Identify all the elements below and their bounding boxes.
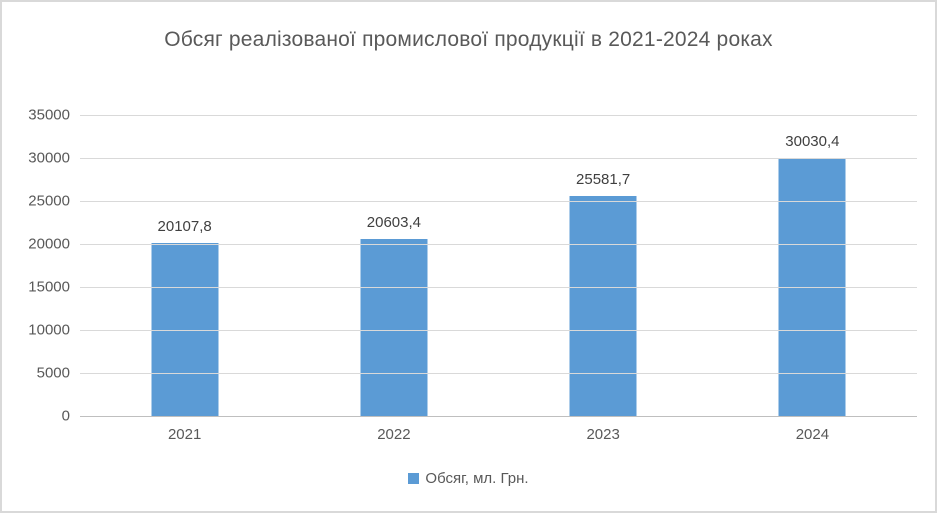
bar-value-label: 30030,4 [785, 132, 840, 150]
x-tick-label-2021: 2021 [167, 426, 202, 443]
gridline [80, 373, 917, 374]
bar-value-label: 20107,8 [157, 218, 212, 236]
y-tick-label: 30000 [28, 149, 70, 167]
gridline [80, 200, 917, 202]
bar-slot-2021: 20107,8 [80, 115, 289, 416]
y-tick-label: 15000 [28, 278, 70, 296]
legend-series-marker-icon [408, 473, 420, 484]
y-axis: 35000 30000 25000 20000 15000 10000 5000 0 [2, 107, 70, 425]
bar-slot-2024: 30030,4 [708, 115, 917, 416]
gridline [80, 286, 917, 288]
y-tick-label: 25000 [28, 192, 70, 210]
gridline [80, 115, 917, 116]
gridline [80, 330, 917, 331]
y-tick-label: 10000 [28, 321, 70, 339]
bar-value-label: 25581,7 [576, 171, 631, 188]
y-tick-label: 35000 [28, 106, 70, 124]
bars-layer: 20107,8 20603,4 25581,7 30030,4 [80, 115, 917, 416]
gridline [80, 157, 917, 159]
bar-slot-2022: 20603,4 [289, 115, 498, 416]
bar-2021 [151, 243, 219, 416]
legend: Обсяг, мл. Грн. [2, 470, 935, 487]
y-tick-label: 5000 [36, 364, 70, 382]
y-tick-label: 20000 [28, 235, 70, 253]
bar-2024 [778, 157, 846, 416]
x-axis: 2021 2022 2023 2024 [80, 426, 917, 443]
x-tick-label-2023: 2023 [586, 426, 620, 443]
bar-2022 [360, 238, 428, 416]
bar-slot-2023: 25581,7 [499, 115, 708, 416]
y-tick-label: 0 [61, 407, 70, 425]
gridline [80, 244, 917, 245]
chart-title: Обсяг реалізованої промислової продукції… [164, 28, 773, 51]
plot-area: 20107,8 20603,4 25581,7 30030,4 [80, 115, 917, 417]
x-axis-line [80, 416, 917, 417]
x-tick-label-2022: 2022 [377, 426, 411, 443]
x-tick-label-2024: 2024 [795, 426, 830, 443]
legend-series-label: Обсяг, мл. Грн. [425, 470, 529, 487]
bar-2023 [569, 196, 637, 416]
bar-value-label: 20603,4 [366, 213, 421, 231]
